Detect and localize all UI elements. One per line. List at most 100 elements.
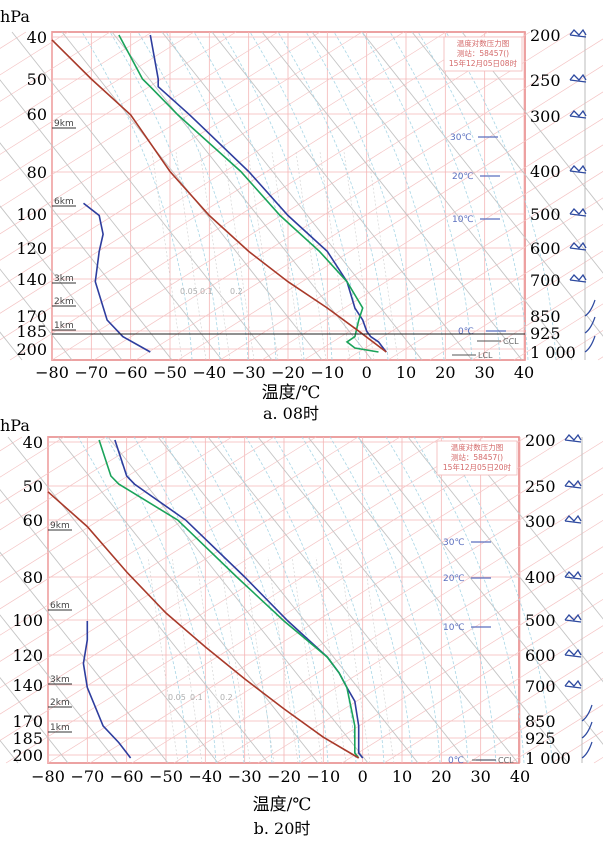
mixing-ratio-line [271,151,303,361]
wind-barb-icon [564,479,582,489]
y-tick-label-left: 120 [16,239,47,258]
x-tick-label: 0 [362,363,372,382]
info-line-1: 温度对数压力图 [457,38,510,48]
panel-a: hPa 温度对数压力图 测站：58457() 15年12月05日08时 9km 6… [0,7,603,423]
sounding-series-line [82,621,132,759]
wind-barb-icon [564,514,582,524]
dry-adiabat-line [0,488,219,764]
y-tick-label-right: 850 [530,307,561,326]
info-line-2: 测站：58457() [451,452,503,462]
x-tick-label: −10 [310,363,344,382]
moist-adiabat-line [77,436,189,764]
isotherm-line [0,31,195,155]
isotherm-label: 10℃ [452,215,474,225]
panel-b-background [0,436,603,764]
dry-adiabat-line [0,551,169,764]
isotherm-line [135,65,603,361]
isotherm-label: 30℃ [443,538,465,548]
moist-adiabat-line [417,31,529,361]
isotherm-line [173,493,603,764]
y-tick-label-left: 170 [12,712,43,731]
dry-adiabat-line [357,436,603,745]
mixing-ratio-label: 0.05 [168,693,186,702]
y-tick-label-left: 40 [27,28,47,47]
isotherm-line [0,436,443,715]
wind-barb-icon [569,207,587,217]
mixing-ratio-line [243,556,275,764]
moist-adiabat-line [329,436,441,764]
isotherm-label: 20℃ [452,172,474,182]
y-tick-label-left: 170 [16,307,47,326]
wind-barb-icon [584,299,596,317]
info-line-1: 温度对数压力图 [451,442,504,452]
y-tick-label-left: 100 [12,611,43,630]
isotherm-line [471,276,603,361]
height-mark-label: 1km [54,321,74,331]
x-tick-label: 10 [396,363,416,382]
mixing-ratio-label: 0.1 [200,287,213,296]
info-line-3: 15年12月05日20时 [443,462,512,472]
x-tick-label: −30 [232,363,266,382]
panel-caption: a. 08时 [263,404,319,423]
moist-adiabat-line [249,31,361,361]
height-mark-label: 6km [54,197,74,207]
dry-adiabat-line [107,436,369,764]
isotherm-line [219,118,603,361]
isotherm-line [257,546,603,764]
y-tick-label-left: 185 [16,322,47,341]
info-line-2: 测站：58457() [457,48,509,58]
isotherm-line [425,651,603,764]
dry-adiabat-line [261,31,523,361]
y-tick-label-right: 400 [530,162,561,181]
y-tick-label-right: 850 [525,712,556,731]
dry-adiabat-line [307,436,569,764]
y-tick-label-left: 140 [12,676,43,695]
isotherm-line [0,31,489,341]
mixing-ratio-line [291,556,323,764]
sounding-series-line [51,39,387,353]
y-tick-label-right: 925 [530,324,561,343]
mixing-ratio-label: 0.1 [190,693,203,702]
isotherm-line [0,436,317,636]
isotherm-line [299,572,603,764]
y-tick-label-left: 140 [16,270,47,289]
plot-frame [51,31,526,361]
moist-adiabat-line [333,31,445,361]
x-tick-label: 40 [514,363,534,382]
y-tick-label-right: 700 [525,677,556,696]
x-tick-label: 30 [474,363,494,382]
height-mark-label: 2km [50,698,70,708]
moist-adiabat-line [109,31,221,361]
height-mark-label: 6km [50,601,70,611]
x-axis-title: 温度/℃ [253,795,312,815]
moist-adiabat-line [245,436,357,764]
x-tick-label: −70 [74,363,108,382]
wind-barb-icon [569,28,587,38]
y-tick-label-left: 50 [23,477,43,496]
isotherm-label: 10℃ [443,623,465,633]
moist-adiabat-line [385,436,497,764]
y-tick-label-right: 600 [530,239,561,258]
isotherm-line [89,440,603,764]
isotherm-line [467,677,603,764]
isotherm-line [0,436,401,689]
isotherm-line [0,31,279,208]
x-tick-label: −40 [188,767,222,786]
dry-adiabat-line [407,436,603,683]
mixing-ratio-line [219,556,251,764]
moist-adiabat-line [413,436,525,764]
dry-adiabat-line [457,436,603,620]
isotherm-line [0,436,191,557]
isotherm-line [0,436,275,610]
mixing-ratio-label: 0.05 [180,287,198,296]
isotherm-line [131,467,603,764]
hpa-unit-label: hPa [0,7,30,26]
wind-barb-icon [564,679,582,689]
dry-adiabat-line [411,31,603,274]
mixing-ratio-line [147,556,179,764]
dry-adiabat-line [7,436,269,764]
x-tick-label: 40 [510,767,530,786]
x-tick-label: −60 [114,363,148,382]
moist-adiabat-line [217,436,329,764]
y-tick-label-right: 925 [525,729,556,748]
